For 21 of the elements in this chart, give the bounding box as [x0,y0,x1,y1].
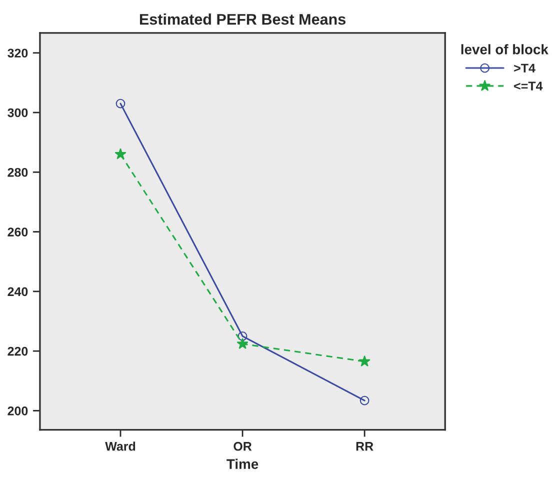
point [116,98,126,108]
point [238,331,248,341]
y-tick-label: 320 [8,48,28,58]
y-tick-label: 200 [8,406,28,416]
y-tick-label: 240 [8,287,28,296]
legend-title: level of block [461,44,548,54]
legend-label: <=T4 [514,82,543,90]
point [358,355,370,367]
point [236,338,248,349]
x-tick-label: Ward [105,442,136,451]
point [114,148,126,160]
x-axis-title: Time [226,458,258,469]
y-tick-label: 260 [8,228,28,236]
y-tick-label: 300 [8,108,28,118]
point [360,396,370,406]
x-tick-label: OR [234,442,252,451]
chart-title: Estimated PEFR Best Means [140,14,346,25]
legend-label: >T4 [514,64,536,72]
y-tick-label: 280 [8,168,28,177]
y-tick-label: 220 [8,346,28,356]
x-tick-label: RR [356,442,374,451]
